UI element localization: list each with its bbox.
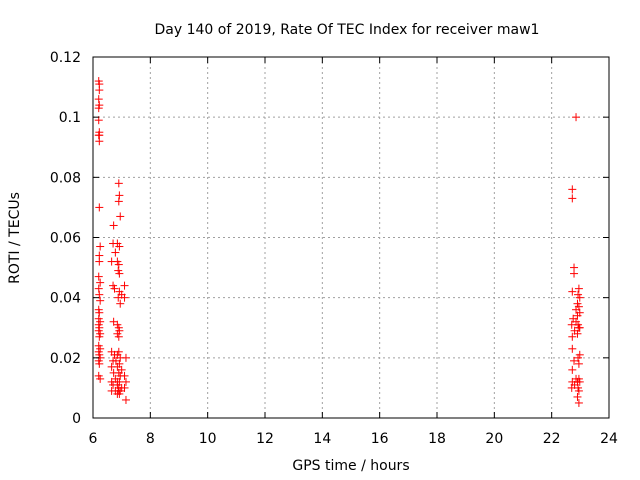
x-tick-label: 22	[543, 431, 561, 447]
data-point	[574, 359, 583, 368]
data-point	[575, 323, 584, 332]
axis-ticks: 6 8 10 12 14 16 18 20 22 24 0 0.02 0.04 0.06 0.08 0.1 0.…	[50, 50, 618, 447]
data-point	[575, 293, 584, 302]
data-point	[95, 203, 104, 212]
data-point	[115, 269, 124, 278]
data-point	[95, 332, 104, 341]
data-point	[116, 299, 125, 308]
x-tick-label: 12	[256, 431, 274, 447]
data-point	[574, 386, 583, 395]
data-point	[568, 185, 577, 194]
y-tick-label: 0	[72, 411, 81, 427]
y-tick-label: 0.12	[50, 50, 81, 66]
data-point	[568, 332, 577, 341]
data-point	[115, 191, 124, 200]
data-point	[115, 242, 124, 251]
y-tick-label: 0.02	[50, 351, 81, 367]
data-point	[568, 287, 577, 296]
y-tick-label: 0.1	[59, 110, 81, 126]
x-tick-label: 24	[600, 431, 618, 447]
data-point	[116, 212, 125, 221]
data-point	[95, 308, 104, 317]
chart-title: Day 140 of 2019, Rate Of TEC Index for r…	[155, 22, 540, 38]
data-point	[573, 392, 582, 401]
data-point	[94, 104, 103, 113]
grid-layer	[93, 57, 609, 418]
data-point	[568, 365, 577, 374]
data-point	[109, 221, 118, 230]
y-axis-title: ROTI / TECUs	[7, 192, 23, 284]
y-tick-label: 0.06	[50, 231, 81, 247]
data-point	[113, 362, 122, 371]
data-point	[114, 197, 123, 206]
data-point	[120, 371, 129, 380]
data-point	[570, 269, 579, 278]
data-point	[96, 374, 105, 383]
data-point	[120, 293, 129, 302]
data-point	[94, 95, 103, 104]
data-point	[114, 179, 123, 188]
data-point	[574, 353, 583, 362]
data-point	[121, 377, 130, 386]
data-point	[96, 278, 105, 287]
plot-frame	[92, 56, 610, 419]
data-point	[116, 353, 125, 362]
data-point	[95, 86, 104, 95]
data-point	[94, 284, 103, 293]
data-point	[568, 194, 577, 203]
data-point	[574, 284, 583, 293]
y-tick-label: 0.04	[50, 291, 81, 307]
data-point	[573, 329, 582, 338]
data-point	[120, 383, 129, 392]
y-tick-label: 0.08	[50, 170, 81, 186]
data-point	[570, 356, 579, 365]
x-tick-label: 10	[199, 431, 217, 447]
data-point	[95, 137, 104, 146]
data-point	[111, 248, 120, 257]
data-point	[95, 359, 104, 368]
x-tick-label: 14	[313, 431, 331, 447]
data-point	[575, 377, 584, 386]
x-tick-label: 8	[146, 431, 155, 447]
data-point	[96, 296, 105, 305]
x-axis-title: GPS time / hours	[292, 458, 409, 474]
x-tick-label: 18	[428, 431, 446, 447]
data-point	[574, 398, 583, 407]
data-point	[95, 290, 104, 299]
data-point	[568, 344, 577, 353]
data-point	[110, 284, 119, 293]
data-point	[96, 242, 105, 251]
data-points	[94, 77, 584, 407]
x-tick-label: 16	[371, 431, 389, 447]
data-point	[115, 389, 124, 398]
x-tick-label: 20	[485, 431, 503, 447]
data-point	[114, 260, 123, 269]
x-tick-label: 6	[89, 431, 98, 447]
data-point	[107, 386, 116, 395]
data-point	[572, 113, 581, 122]
data-point	[573, 311, 582, 320]
data-point	[94, 272, 103, 281]
data-point	[114, 332, 123, 341]
data-point	[95, 257, 104, 266]
data-point	[121, 395, 130, 404]
data-point	[120, 281, 129, 290]
